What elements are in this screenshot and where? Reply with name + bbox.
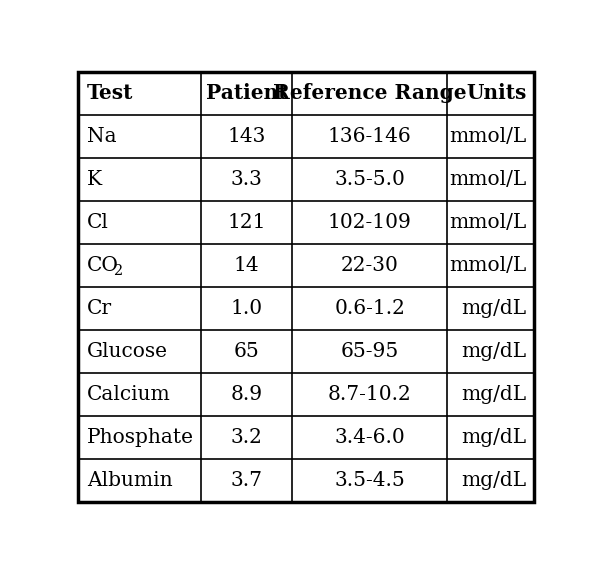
Text: mg/dL: mg/dL [461, 299, 527, 318]
Text: 8.7-10.2: 8.7-10.2 [328, 385, 411, 404]
Text: 14: 14 [234, 256, 260, 275]
Text: 3.3: 3.3 [231, 170, 263, 189]
Text: mg/dL: mg/dL [461, 428, 527, 447]
Text: Cr: Cr [87, 299, 112, 318]
Text: 0.6-1.2: 0.6-1.2 [334, 299, 405, 318]
Text: 143: 143 [227, 127, 266, 146]
Text: mg/dL: mg/dL [461, 471, 527, 490]
Text: 2: 2 [113, 264, 122, 278]
Text: 3.5-4.5: 3.5-4.5 [334, 471, 405, 490]
Text: 8.9: 8.9 [230, 385, 263, 404]
Text: mg/dL: mg/dL [461, 342, 527, 361]
Text: 121: 121 [227, 213, 266, 232]
Text: mg/dL: mg/dL [461, 385, 527, 404]
Text: mmol/L: mmol/L [450, 127, 527, 146]
Text: Cl: Cl [87, 213, 109, 232]
Text: 1.0: 1.0 [230, 299, 263, 318]
Text: Test: Test [87, 83, 133, 103]
Text: Phosphate: Phosphate [87, 428, 193, 447]
Text: 3.4-6.0: 3.4-6.0 [334, 428, 405, 447]
Text: K: K [87, 170, 101, 189]
Text: 3.2: 3.2 [231, 428, 263, 447]
Text: 136-146: 136-146 [328, 127, 411, 146]
Text: mmol/L: mmol/L [450, 170, 527, 189]
Text: 3.5-5.0: 3.5-5.0 [334, 170, 405, 189]
Text: Reference Range: Reference Range [273, 83, 466, 103]
Text: 102-109: 102-109 [328, 213, 412, 232]
Text: Calcium: Calcium [87, 385, 170, 404]
Text: Albumin: Albumin [87, 471, 173, 490]
Text: Patient: Patient [206, 83, 288, 103]
Text: 65: 65 [234, 342, 260, 361]
Text: 65-95: 65-95 [340, 342, 399, 361]
Text: Glucose: Glucose [87, 342, 168, 361]
Text: mmol/L: mmol/L [450, 256, 527, 275]
Text: CO: CO [87, 256, 119, 275]
Text: 22-30: 22-30 [341, 256, 399, 275]
Text: mmol/L: mmol/L [450, 213, 527, 232]
Text: Na: Na [87, 127, 116, 146]
Text: Units: Units [466, 83, 527, 103]
Text: 3.7: 3.7 [231, 471, 263, 490]
